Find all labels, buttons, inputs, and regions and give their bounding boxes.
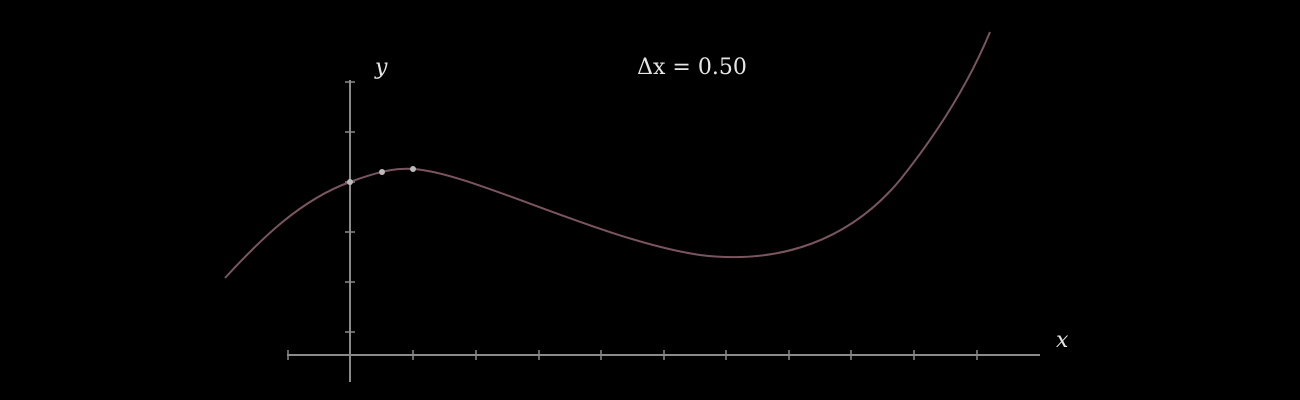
sample-points [347, 166, 416, 185]
sample-point [347, 179, 353, 185]
x-ticks [287, 350, 978, 360]
sample-point [379, 169, 385, 175]
x-axis-label: x [1056, 328, 1069, 353]
axes [287, 80, 1040, 382]
y-ticks [345, 81, 355, 333]
y-axis-label: y [374, 55, 388, 80]
function-curve [224, 31, 991, 279]
delta-annotation: Δx = 0.50 [637, 55, 747, 80]
sample-point [410, 166, 416, 172]
